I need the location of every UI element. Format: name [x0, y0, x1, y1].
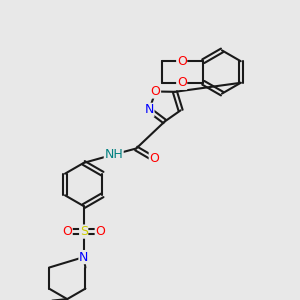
Text: O: O [95, 225, 105, 238]
Text: O: O [177, 55, 187, 68]
Text: O: O [151, 85, 160, 98]
Text: N: N [79, 250, 88, 264]
Text: O: O [177, 76, 187, 89]
Text: O: O [149, 152, 159, 166]
Text: N: N [145, 103, 154, 116]
Text: S: S [80, 225, 88, 238]
Text: NH: NH [104, 148, 123, 161]
Text: O: O [62, 225, 72, 238]
